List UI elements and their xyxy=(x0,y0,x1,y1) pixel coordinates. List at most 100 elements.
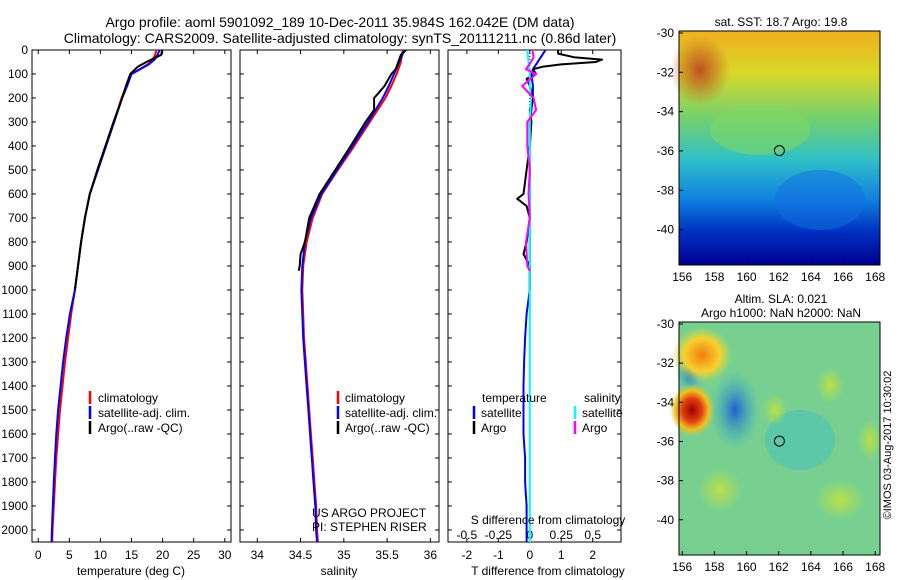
imos-watermark: ©IMOS 03-Aug-2017 10:30:02 xyxy=(882,370,894,520)
map-lon-label: 158 xyxy=(704,560,724,574)
salinity-plot-frame xyxy=(239,49,440,543)
x-tick-label: 5 xyxy=(66,548,73,562)
sla-blue-patch xyxy=(710,370,760,450)
difference-legend: temperature salinity satellite Argo sate… xyxy=(472,391,623,435)
legend-label-satellite: satellite-adj. clim. xyxy=(98,406,190,420)
depth-tick-label: 600 xyxy=(8,187,28,201)
depth-tick-label: 2000 xyxy=(1,523,28,537)
map-lon-label: 160 xyxy=(737,270,757,284)
map-lat-label: -40 xyxy=(657,513,675,527)
temperature-axis-label: temperature (deg C) xyxy=(77,564,185,578)
map-lon-label: 164 xyxy=(801,560,821,574)
legend-label-t-satellite: satellite xyxy=(481,406,522,420)
x-tick-label: 2 xyxy=(589,548,596,562)
legend-label-satellite: satellite-adj. clim. xyxy=(345,406,437,420)
temperature-plot-frame xyxy=(31,49,232,543)
depth-tick-label: 1000 xyxy=(1,283,28,297)
legend-label-climatology: climatology xyxy=(345,391,405,405)
map-axes: 156 158 160 162 164 166 168 -30 -32 -34 -36 -38 -40 1… xyxy=(657,26,886,574)
series-line xyxy=(301,50,404,542)
pi-credit: PI: STEPHEN RISER xyxy=(312,520,427,534)
depth-tick-label: 300 xyxy=(8,115,28,129)
x-tick-label: 36 xyxy=(424,548,438,562)
sst-warm-patch xyxy=(670,35,730,105)
map-lat-label: -32 xyxy=(657,356,675,370)
map-lon-label: 164 xyxy=(801,270,821,284)
difference-series xyxy=(516,50,604,542)
depth-tick-label: 1900 xyxy=(1,499,28,513)
series-line xyxy=(297,50,407,271)
depth-tick-label: 1200 xyxy=(1,331,28,345)
map-lon-label: 168 xyxy=(865,270,885,284)
depth-tick-label: 1600 xyxy=(1,427,28,441)
sst-map xyxy=(670,30,881,266)
figure-title-line2: Climatology: CARS2009. Satellite-adjuste… xyxy=(63,30,617,46)
salinity-series xyxy=(297,50,407,542)
sla-green-patch xyxy=(858,420,882,460)
sla-orange-eddy xyxy=(672,327,732,383)
legend-label-argo: Argo(..raw -QC) xyxy=(98,421,183,435)
sla-green-patch xyxy=(815,480,865,520)
x-tick-label: 0 xyxy=(35,548,42,562)
series-line xyxy=(50,50,161,542)
depth-tick-label: 0 xyxy=(21,43,28,57)
depth-tick-label: 400 xyxy=(8,139,28,153)
legend-label-s-satellite: satellite xyxy=(582,406,623,420)
project-credit: US ARGO PROJECT xyxy=(312,506,427,520)
depth-tick-label: 1500 xyxy=(1,403,28,417)
temperature-series xyxy=(50,50,163,542)
sla-green-patch xyxy=(763,394,787,426)
map-lat-label: -30 xyxy=(657,26,675,40)
depth-tick-label: 900 xyxy=(8,259,28,273)
x-tick-label: 10 xyxy=(94,548,108,562)
sst-map-title: sat. SST: 18.7 Argo: 19.8 xyxy=(714,15,848,29)
legend-label-t-argo: Argo xyxy=(481,421,507,435)
depth-tick-label: 800 xyxy=(8,235,28,249)
sla-cyan-patch xyxy=(765,410,835,470)
legend-label-argo: Argo(..raw -QC) xyxy=(345,421,430,435)
s-difference-axis-label: S difference from climatology xyxy=(471,513,626,527)
map-lat-label: -32 xyxy=(657,65,675,79)
difference-plot-frame xyxy=(447,49,622,543)
float-position-marker xyxy=(773,435,785,447)
x-tick-label: 35.5 xyxy=(375,548,399,562)
salinity-axis-label: salinity xyxy=(321,564,358,578)
map-lon-label: 160 xyxy=(737,560,757,574)
sla-red-eddy xyxy=(670,384,714,436)
sla-map xyxy=(670,321,882,556)
sla-map-title-line2: Argo h1000: NaN h2000: NaN xyxy=(700,306,862,320)
map-lon-label: 166 xyxy=(833,560,853,574)
sst-map-frame xyxy=(678,30,881,266)
figure-title-line1: Argo profile: aoml 5901092_189 10-Dec-20… xyxy=(105,14,575,30)
depth-tick-label: 1400 xyxy=(1,379,28,393)
float-position-marker xyxy=(773,145,785,157)
depth-tick-label: 700 xyxy=(8,211,28,225)
temperature-axis: 0 5 10 15 20 25 30 xyxy=(35,50,232,562)
temperature-legend: climatology satellite-adj. clim. Argo(..… xyxy=(88,391,190,435)
x2-tick-label: -0.5 xyxy=(457,528,478,542)
depth-tick-label: 100 xyxy=(8,67,28,81)
series-line xyxy=(521,50,538,272)
map-lat-label: -34 xyxy=(657,105,675,119)
x2-tick-label: 0.25 xyxy=(550,528,574,542)
depth-axis: 0 100 200 300 400 500 600 700 800 900 1000 1100 1200… xyxy=(1,43,621,537)
depth-tick-label: 1800 xyxy=(1,475,28,489)
x-tick-label: -1 xyxy=(493,548,504,562)
x2-tick-label: -0.25 xyxy=(485,528,513,542)
t-difference-axis-label: T difference from climatology xyxy=(471,564,625,578)
sst-cool-patch xyxy=(775,170,865,230)
map-lon-label: 158 xyxy=(704,270,724,284)
legend-label-climatology: climatology xyxy=(98,391,158,405)
x-tick-label: 34 xyxy=(251,548,265,562)
map-lon-label: 166 xyxy=(833,270,853,284)
x-tick-label: 25 xyxy=(187,548,201,562)
series-line xyxy=(300,50,406,542)
sla-map-title-line1: Altim. SLA: 0.021 xyxy=(734,292,828,306)
salinity-axis: 34 34.5 35 35.5 36 xyxy=(251,50,438,562)
series-line xyxy=(51,50,158,542)
depth-tick-label: 200 xyxy=(8,91,28,105)
legend-heading-temperature: temperature xyxy=(482,391,547,405)
sla-green-patch xyxy=(816,367,844,403)
map-lon-label: 156 xyxy=(672,270,692,284)
